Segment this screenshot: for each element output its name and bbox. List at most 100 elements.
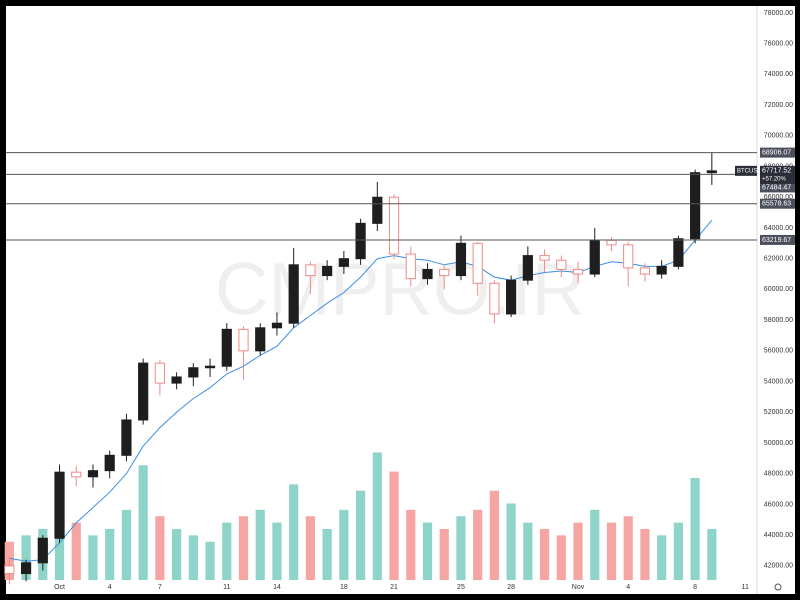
candle-body xyxy=(506,279,517,315)
chart-background xyxy=(6,6,795,594)
volume-bar xyxy=(272,522,282,580)
price-line-label: 65578.63 xyxy=(762,201,791,208)
volume-bar xyxy=(690,477,700,580)
x-tick-label: 28 xyxy=(507,584,515,591)
y-tick-label: 54000.00 xyxy=(764,378,793,385)
volume-bar xyxy=(155,516,165,580)
volume-bar xyxy=(21,535,31,580)
candle-body xyxy=(422,268,433,280)
candle-body xyxy=(639,267,651,275)
symbol-label: BTCUSD xyxy=(737,168,762,174)
volume-bar xyxy=(105,528,115,580)
candle-body xyxy=(338,258,349,267)
y-tick-label: 44000.00 xyxy=(764,532,793,539)
candle-body xyxy=(87,470,99,478)
candle-body xyxy=(238,328,249,352)
volume-bar xyxy=(489,490,500,580)
y-tick-label: 56000.00 xyxy=(764,348,793,355)
volume-bar xyxy=(539,528,550,580)
last-price-tag xyxy=(760,165,795,184)
price-line-tag xyxy=(760,198,795,209)
candle-body xyxy=(171,376,182,384)
y-tick-label: 62000.00 xyxy=(764,256,793,263)
y-tick-label: 64000.00 xyxy=(764,225,793,232)
y-tick-label: 78000.00 xyxy=(764,10,793,17)
x-tick-label: 21 xyxy=(390,584,398,591)
candle-body xyxy=(606,239,617,246)
volume-bar xyxy=(255,509,265,580)
candle-body xyxy=(623,244,634,269)
volume-bar xyxy=(289,484,299,580)
settings-icon[interactable] xyxy=(774,583,782,591)
candle-body xyxy=(271,322,283,329)
y-tick-label: 46000.00 xyxy=(764,501,793,508)
volume-bar xyxy=(71,522,81,580)
y-tick-label: 74000.00 xyxy=(764,71,793,78)
candle-body xyxy=(388,196,400,255)
candle-body xyxy=(20,562,32,575)
x-tick-label: Oct xyxy=(54,584,65,591)
y-tick-label: 72000.00 xyxy=(764,102,793,109)
volume-bar xyxy=(623,516,633,580)
volume-bar xyxy=(172,528,182,580)
candle-body xyxy=(673,238,684,267)
volume-bar xyxy=(305,516,316,580)
candle-body xyxy=(71,471,82,478)
last-price-label: 67717.52 xyxy=(762,168,791,175)
volume-bar xyxy=(205,541,215,580)
candle-body xyxy=(37,537,48,564)
candle-body xyxy=(121,419,132,456)
candle-body xyxy=(305,264,316,277)
x-tick-label: 8 xyxy=(693,584,697,591)
candle-body xyxy=(472,242,483,284)
x-tick-label: Nov xyxy=(572,584,585,591)
candle-body xyxy=(255,327,266,352)
candle-body xyxy=(355,222,366,260)
candle-body xyxy=(539,255,550,261)
candle-body xyxy=(489,282,500,315)
y-tick-label: 42000.00 xyxy=(764,563,793,570)
x-tick-label: 11 xyxy=(742,584,749,591)
volume-bar xyxy=(339,509,349,580)
volume-bar xyxy=(573,522,583,580)
y-tick-label: 52000.00 xyxy=(764,409,793,416)
candle-body xyxy=(4,565,15,575)
candle-body xyxy=(221,328,232,367)
volume-bar xyxy=(606,522,617,580)
candle-body xyxy=(405,253,416,280)
x-tick-label: 18 xyxy=(340,584,348,591)
candle-body xyxy=(104,454,115,472)
volume-bar xyxy=(590,509,600,580)
x-tick-label: 4 xyxy=(626,584,630,591)
volume-bar xyxy=(355,490,366,580)
volume-bar xyxy=(523,522,533,580)
volume-bar xyxy=(88,535,98,580)
price-line-label: 63219.67 xyxy=(762,237,791,244)
candle-body xyxy=(138,362,149,421)
volume-bar xyxy=(707,528,717,580)
candle-body xyxy=(288,264,299,324)
candle-body xyxy=(154,362,165,384)
candle-body xyxy=(589,239,600,275)
price-line-tag xyxy=(760,234,795,245)
volume-bar xyxy=(439,528,449,580)
volume-bar xyxy=(138,465,148,580)
candle-body xyxy=(706,170,717,174)
volume-bar xyxy=(456,516,466,580)
volume-bar xyxy=(506,503,516,580)
candle-body xyxy=(188,367,199,378)
volume-bar xyxy=(222,522,232,580)
y-tick-label: 66000.00 xyxy=(764,194,793,201)
volume-bar xyxy=(556,535,566,580)
volume-bar xyxy=(422,522,433,580)
volume-bar xyxy=(121,509,132,580)
candle-body xyxy=(372,196,383,224)
volume-bar xyxy=(673,522,683,580)
x-tick-label: 25 xyxy=(457,584,465,591)
y-tick-label: 76000.00 xyxy=(764,40,793,47)
candle-body xyxy=(522,255,533,281)
y-tick-label: 70000.00 xyxy=(764,133,793,140)
volume-bar xyxy=(657,535,667,580)
y-tick-label: 60000.00 xyxy=(764,286,793,293)
